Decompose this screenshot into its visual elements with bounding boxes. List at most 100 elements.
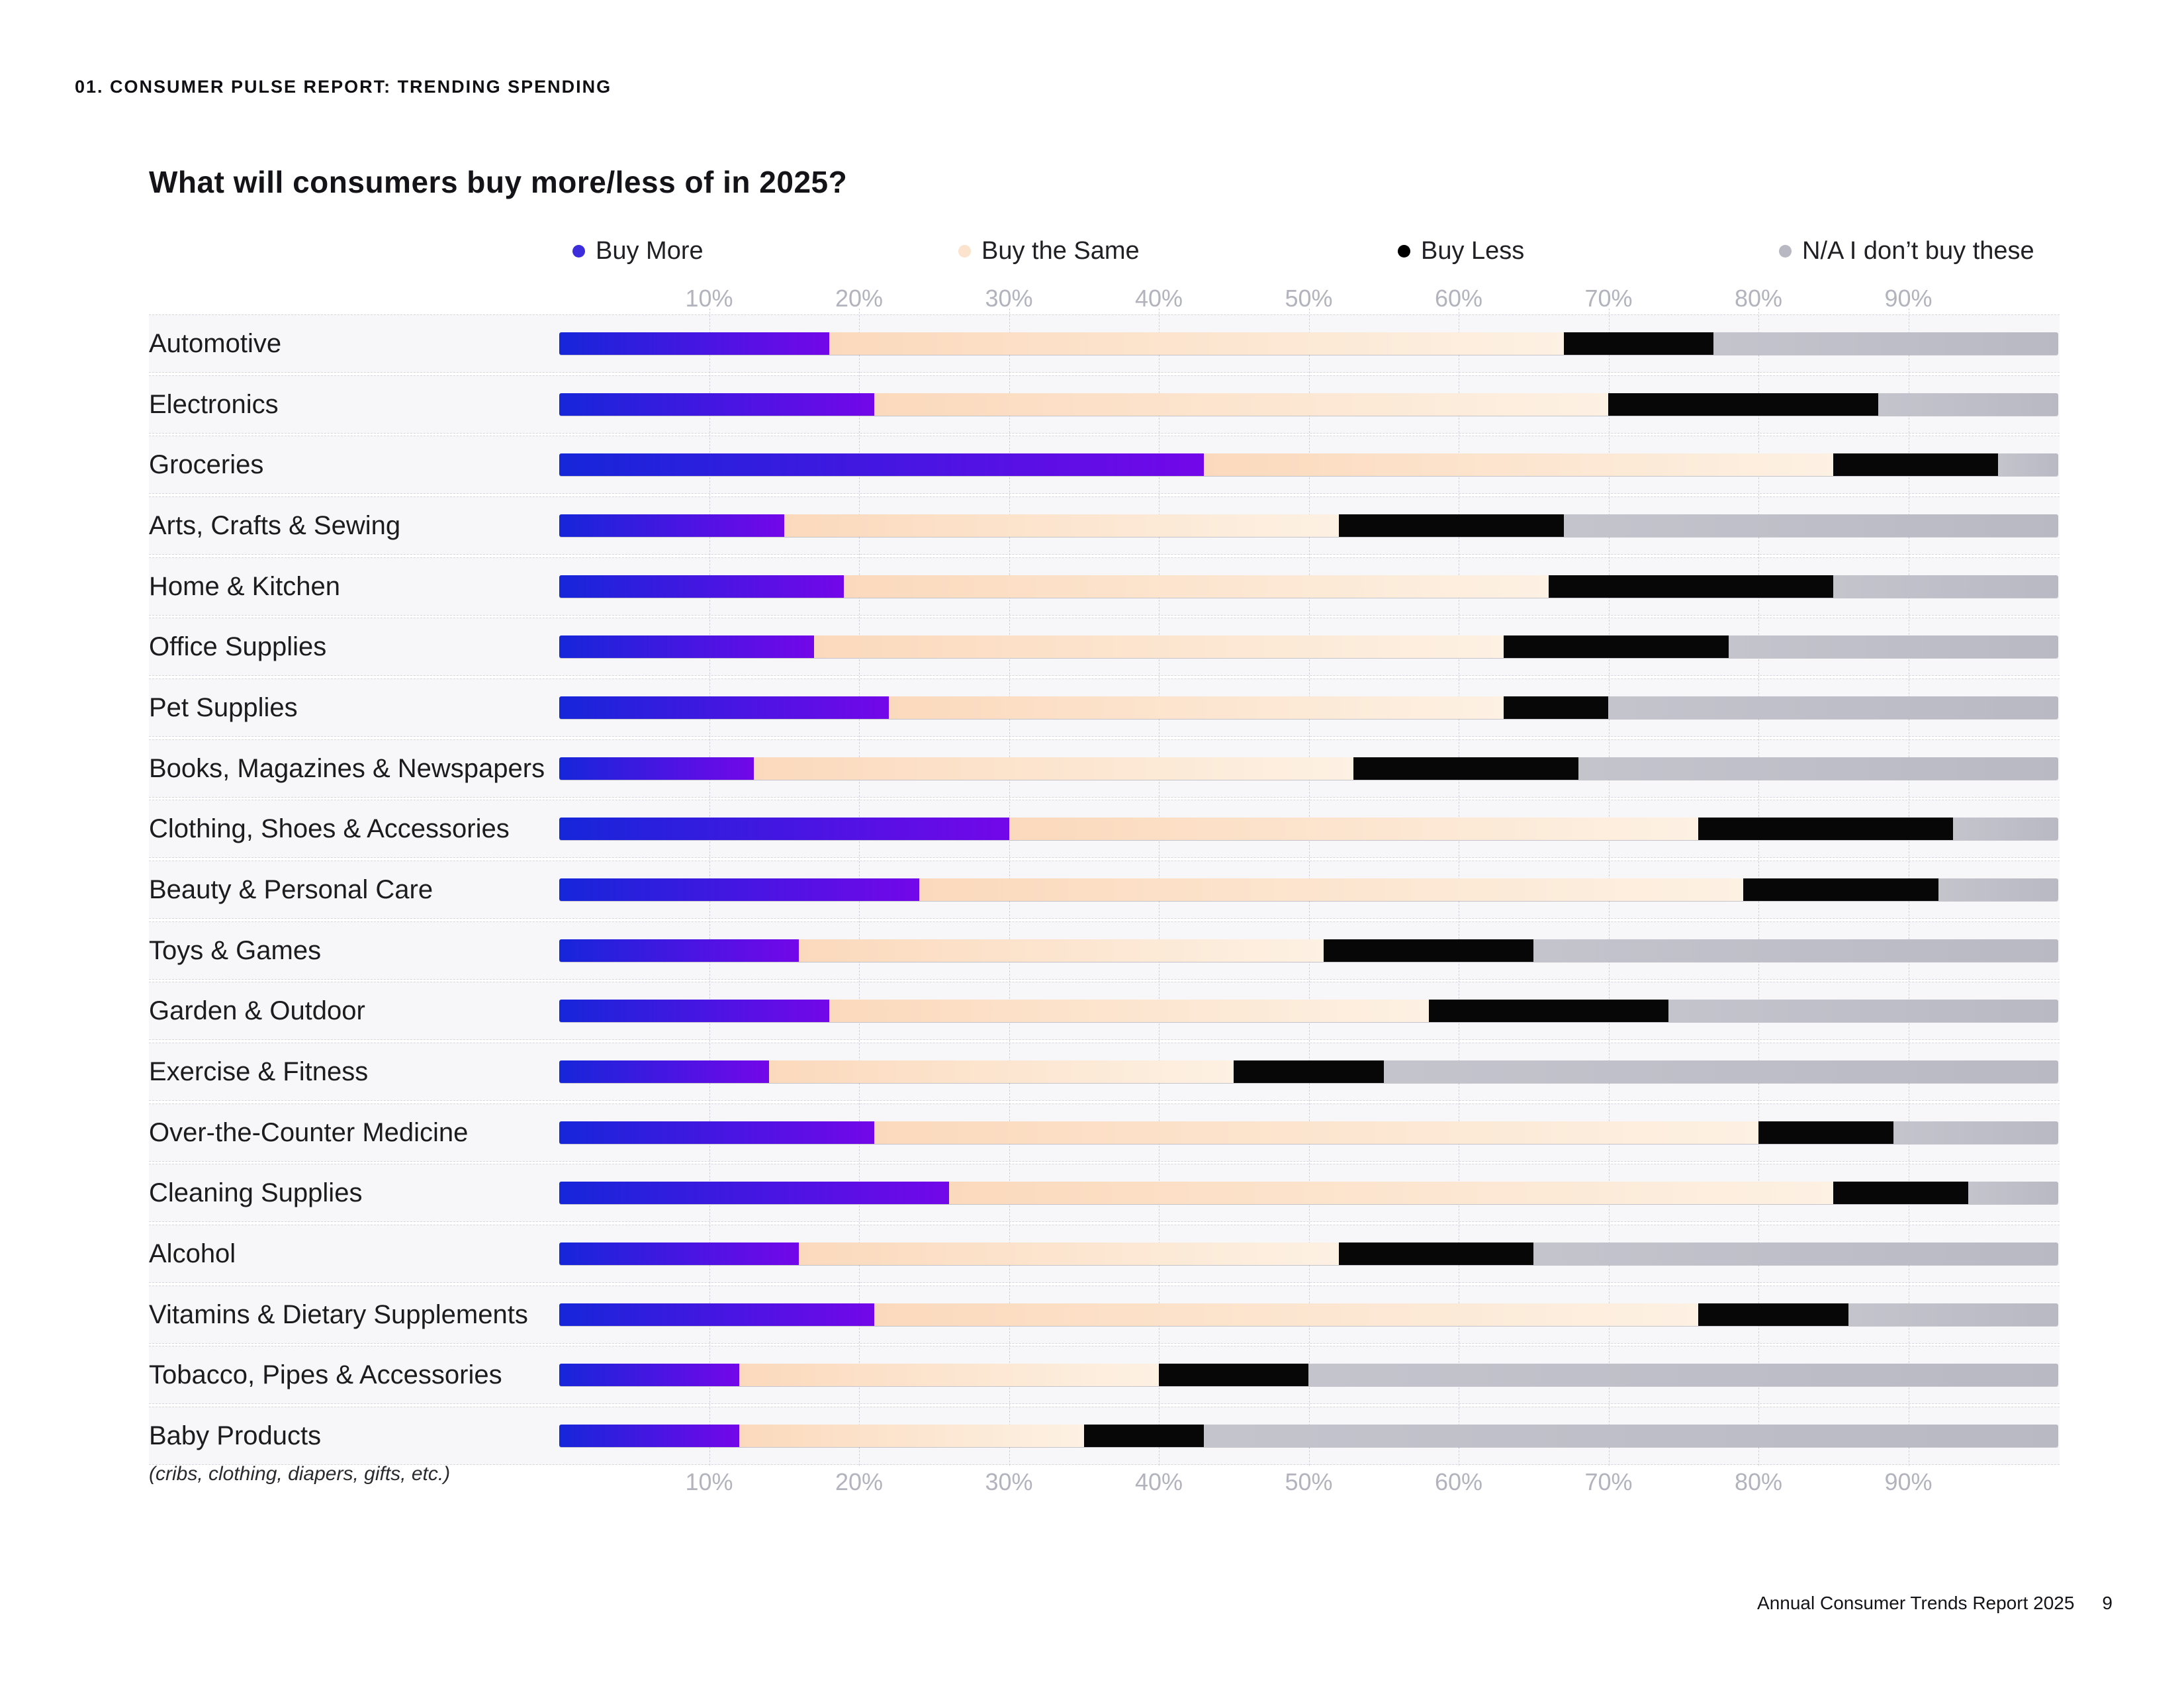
- stacked-bar: [559, 1182, 2058, 1204]
- x-axis-top: 10% 20% 30% 40% 50% 60% 70% 80% 90%: [559, 285, 2058, 314]
- bar-segment-buy-the-same: [874, 1121, 1758, 1144]
- category-label: Toys & Games: [149, 935, 322, 965]
- legend-dot-icon: [1779, 244, 1792, 258]
- category-label: Tobacco, Pipes & Accessories: [149, 1360, 502, 1389]
- bar-segment-buy-the-same: [1009, 818, 1699, 840]
- bar-segment-n-a-i-don-t-buy-these: [1848, 1303, 2058, 1326]
- bar-segment-n-a-i-don-t-buy-these: [1308, 1364, 2058, 1386]
- category-label: Over-the-Counter Medicine: [149, 1117, 469, 1147]
- bar-segment-buy-more: [559, 757, 754, 780]
- bar-segment-buy-the-same: [874, 393, 1609, 416]
- bar-segment-buy-less: [1338, 1243, 1534, 1265]
- bar-segment-n-a-i-don-t-buy-these: [1713, 332, 2058, 355]
- page-kicker: 01. CONSUMER PULSE REPORT: TRENDING SPEN…: [75, 77, 612, 97]
- category-row: Electronics: [149, 375, 2060, 434]
- axis-tick-label: 10%: [685, 285, 733, 312]
- bar-segment-buy-the-same: [769, 1060, 1234, 1083]
- legend-dot-icon: [1398, 244, 1410, 258]
- bar-segment-buy-more: [559, 393, 874, 416]
- axis-tick-label: 20%: [835, 285, 884, 312]
- category-label: Vitamins & Dietary Supplements: [149, 1299, 528, 1329]
- bar-segment-buy-less: [1338, 514, 1564, 537]
- bar-segment-buy-less: [1758, 1121, 1893, 1144]
- bar-segment-buy-more: [559, 696, 889, 719]
- category-label: Exercise & Fitness: [149, 1056, 369, 1086]
- stacked-bar: [559, 696, 2058, 719]
- bar-segment-n-a-i-don-t-buy-these: [1953, 818, 2058, 840]
- axis-tick-label: 70%: [1584, 1468, 1633, 1495]
- axis-tick-label: 30%: [985, 1468, 1033, 1495]
- page-footer: Annual Consumer Trends Report 2025 9: [1757, 1593, 2113, 1614]
- category-label: Automotive: [149, 328, 282, 358]
- stacked-bar: [559, 1303, 2058, 1326]
- bar-segment-buy-the-same: [739, 1425, 1084, 1447]
- bar-segment-n-a-i-don-t-buy-these: [1728, 635, 2058, 658]
- bar-segment-buy-the-same: [754, 757, 1354, 780]
- category-row: Over-the-Counter Medicine: [149, 1103, 2060, 1162]
- bar-segment-n-a-i-don-t-buy-these: [1533, 1243, 2058, 1265]
- category-row: Clothing, Shoes & Accessories: [149, 800, 2060, 858]
- bar-segment-n-a-i-don-t-buy-these: [1383, 1060, 2058, 1083]
- bar-segment-buy-more: [559, 1000, 829, 1022]
- bar-segment-buy-less: [1833, 453, 1999, 476]
- bar-segment-buy-less: [1503, 635, 1729, 658]
- stacked-bar: [559, 939, 2058, 962]
- category-row: Books, Magazines & Newspapers: [149, 739, 2060, 798]
- bar-segment-buy-the-same: [1203, 453, 1834, 476]
- axis-tick-label: 50%: [1285, 285, 1333, 312]
- bar-segment-n-a-i-don-t-buy-these: [1533, 939, 2058, 962]
- bar-segment-buy-less: [1563, 332, 1714, 355]
- category-label: Pet Supplies: [149, 692, 298, 722]
- stacked-bar: [559, 332, 2058, 355]
- axis-tick-label: 50%: [1285, 1468, 1333, 1495]
- axis-tick-label: 10%: [685, 1468, 733, 1495]
- bar-segment-buy-less: [1083, 1425, 1204, 1447]
- bar-segment-buy-more: [559, 635, 815, 658]
- stacked-bar: [559, 453, 2058, 476]
- bar-segment-n-a-i-don-t-buy-these: [1578, 757, 2058, 780]
- category-row: Office Supplies: [149, 618, 2060, 676]
- bar-segment-n-a-i-don-t-buy-these: [1833, 575, 2058, 598]
- category-label: Arts, Crafts & Sewing: [149, 510, 401, 540]
- bar-segment-n-a-i-don-t-buy-these: [1203, 1425, 2058, 1447]
- bar-segment-buy-the-same: [919, 878, 1744, 901]
- stacked-bar: [559, 757, 2058, 780]
- bar-segment-buy-more: [559, 1243, 799, 1265]
- bar-segment-buy-more: [559, 514, 784, 537]
- category-row: Pet Supplies: [149, 679, 2060, 737]
- bar-segment-buy-more: [559, 332, 829, 355]
- legend-dot-icon: [958, 244, 971, 258]
- bar-segment-buy-less: [1324, 939, 1534, 962]
- stacked-bar: [559, 1243, 2058, 1265]
- bar-segment-buy-more: [559, 1060, 770, 1083]
- category-row: Home & Kitchen: [149, 557, 2060, 616]
- category-label: Electronics: [149, 389, 279, 419]
- bar-segment-buy-less: [1698, 1303, 1848, 1326]
- category-row: Vitamins & Dietary Supplements: [149, 1286, 2060, 1344]
- category-row: Cleaning Supplies: [149, 1164, 2060, 1222]
- bar-segment-buy-more: [559, 1425, 739, 1447]
- bar-segment-buy-less: [1833, 1182, 1969, 1204]
- legend-label: Buy Less: [1421, 236, 1525, 265]
- stacked-bar: [559, 1364, 2058, 1386]
- stacked-bar: [559, 1121, 2058, 1144]
- footer-page-number: 9: [2102, 1593, 2113, 1613]
- bar-segment-buy-the-same: [844, 575, 1549, 598]
- category-label: Office Supplies: [149, 632, 327, 661]
- stacked-bar: [559, 635, 2058, 658]
- bar-segment-buy-the-same: [948, 1182, 1834, 1204]
- bar-segment-buy-the-same: [784, 514, 1339, 537]
- bar-segment-n-a-i-don-t-buy-these: [1968, 1182, 2058, 1204]
- axis-tick-label: 60%: [1434, 285, 1483, 312]
- category-label: Garden & Outdoor: [149, 996, 365, 1025]
- category-label: Groceries: [149, 449, 264, 479]
- legend-item: N/A I don’t buy these: [1779, 236, 2034, 265]
- axis-tick-label: 70%: [1584, 285, 1633, 312]
- bar-segment-buy-the-same: [889, 696, 1504, 719]
- bar-segment-buy-less: [1698, 818, 1954, 840]
- stacked-bar: [559, 514, 2058, 537]
- category-label: Baby Products: [149, 1421, 322, 1450]
- bar-segment-n-a-i-don-t-buy-these: [1878, 393, 2058, 416]
- legend-item: Buy the Same: [958, 236, 1140, 265]
- category-label: Alcohol: [149, 1239, 236, 1268]
